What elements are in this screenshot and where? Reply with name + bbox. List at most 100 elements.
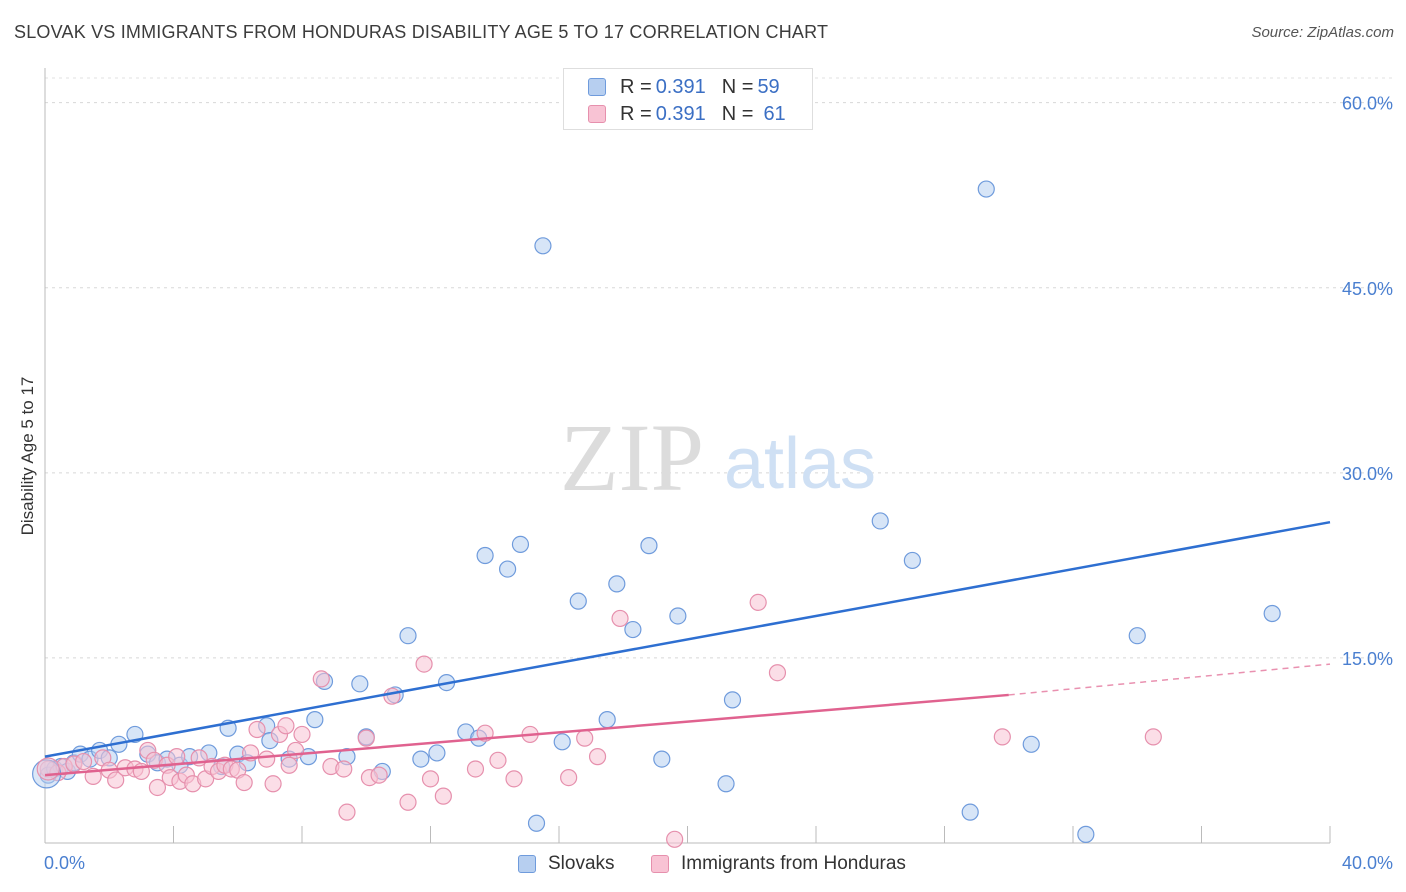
legend-swatch-pink: [588, 105, 606, 123]
slovak-point: [1263, 604, 1281, 623]
honduras-point: [280, 756, 298, 774]
slovak-point: [871, 512, 889, 530]
honduras-point: [434, 787, 452, 805]
slovak-point: [553, 733, 571, 751]
slovak-point: [598, 711, 616, 729]
honduras-point-cluster: [36, 757, 60, 781]
honduras-point: [466, 760, 485, 778]
honduras-point: [235, 773, 253, 792]
bottom-legend-swatch-blue: [518, 855, 536, 873]
honduras-point: [768, 664, 787, 682]
bottom-legend-label: Immigrants from Honduras: [681, 853, 906, 874]
legend-r-value: 0.391: [655, 102, 706, 125]
slovak-point: [723, 691, 742, 709]
honduras-point: [258, 750, 276, 768]
honduras-point: [489, 751, 507, 769]
slovak-point: [1077, 825, 1095, 843]
y-tick-label: 60.0%: [1342, 94, 1393, 114]
slovak-point: [624, 620, 642, 639]
legend-r-label: R =: [620, 102, 652, 125]
honduras-point: [749, 593, 767, 611]
legend-row-honduras: R = 0.391 N = 61: [588, 101, 790, 127]
honduras-point: [588, 748, 607, 766]
y-tick-label: 15.0%: [1342, 649, 1393, 669]
slovak-point: [977, 180, 995, 198]
honduras-point: [505, 770, 523, 788]
legend-n-value: 59: [757, 75, 780, 98]
gridlines: [45, 77, 1395, 659]
watermark-atlas: atlas: [724, 424, 876, 504]
honduras-trend-line: [44, 693, 1009, 777]
source-credit: Source: ZipAtlas.com: [1251, 24, 1394, 41]
honduras-point: [338, 803, 356, 821]
honduras-point: [286, 741, 305, 760]
bottom-legend-slovaks: Slovaks: [518, 852, 615, 876]
honduras-point: [248, 720, 266, 739]
slovak-point: [1128, 627, 1146, 645]
honduras-point: [370, 766, 388, 784]
x-tick-label: 0.0%: [44, 853, 85, 873]
watermark-zip: ZIP: [560, 404, 704, 511]
honduras-point: [993, 728, 1011, 746]
honduras-point: [148, 778, 167, 797]
slovak-point: [534, 237, 552, 255]
slovak-point: [961, 803, 979, 821]
honduras-point: [1144, 728, 1162, 746]
y-tick-label: 30.0%: [1342, 464, 1393, 484]
honduras-point: [576, 729, 594, 747]
honduras-point: [415, 655, 433, 673]
x-tick-label: 40.0%: [1342, 853, 1393, 873]
slovak-point: [476, 546, 494, 565]
honduras-point: [399, 793, 417, 811]
slovak-point: [569, 592, 587, 610]
chart-title: SLOVAK VS IMMIGRANTS FROM HONDURAS DISAB…: [14, 22, 829, 42]
honduras-point: [312, 670, 330, 688]
honduras-point: [264, 775, 282, 793]
slovak-point: [428, 744, 446, 762]
honduras-point: [277, 717, 295, 735]
tick-labels: 15.0% 30.0% 45.0% 60.0% 0.0% 40.0%: [44, 94, 1393, 873]
slovak-point: [306, 711, 324, 729]
legend-n-label: N =: [721, 75, 754, 98]
honduras-point: [335, 760, 353, 778]
slovak-point: [640, 537, 658, 555]
slovak-point: [351, 675, 369, 693]
slovak-point: [499, 560, 517, 578]
stats-legend: R = 0.391 N = 59 R = 0.391 N = 61: [563, 68, 813, 130]
honduras-point: [293, 725, 311, 744]
honduras-point: [383, 687, 401, 705]
honduras-point: [611, 609, 629, 628]
axes: [44, 68, 1331, 844]
legend-r-label: R =: [620, 75, 652, 98]
y-tick-label: 45.0%: [1342, 279, 1393, 299]
honduras-point: [357, 729, 375, 747]
trend-lines: [44, 520, 1331, 777]
data-points: [32, 180, 1281, 848]
slovak-point: [511, 535, 530, 554]
honduras-trend-extension: [1008, 663, 1331, 696]
slovak-point: [717, 775, 735, 793]
honduras-point: [168, 748, 186, 766]
legend-n-label: N =: [721, 102, 754, 125]
legend-r-value: 0.391: [655, 75, 706, 98]
bottom-legend-honduras: Immigrants from Honduras: [651, 852, 906, 876]
slovak-point: [608, 575, 626, 593]
honduras-point: [74, 752, 93, 771]
slovak-point: [527, 814, 546, 832]
honduras-point: [666, 830, 684, 848]
slovak-point: [669, 607, 687, 625]
honduras-point: [421, 770, 440, 788]
slovak-point: [399, 627, 417, 645]
slovak-trend-line: [44, 520, 1331, 758]
slovak-point: [903, 551, 921, 570]
slovak-point: [653, 750, 671, 768]
slovak-point: [1022, 735, 1040, 753]
slovak-point: [412, 750, 430, 768]
legend-swatch-blue: [588, 78, 606, 96]
bottom-legend-swatch-pink: [651, 855, 669, 873]
honduras-point: [107, 771, 125, 789]
honduras-point: [560, 769, 578, 787]
legend-n-value: 61: [763, 102, 786, 125]
legend-row-slovaks: R = 0.391 N = 59: [588, 74, 784, 100]
